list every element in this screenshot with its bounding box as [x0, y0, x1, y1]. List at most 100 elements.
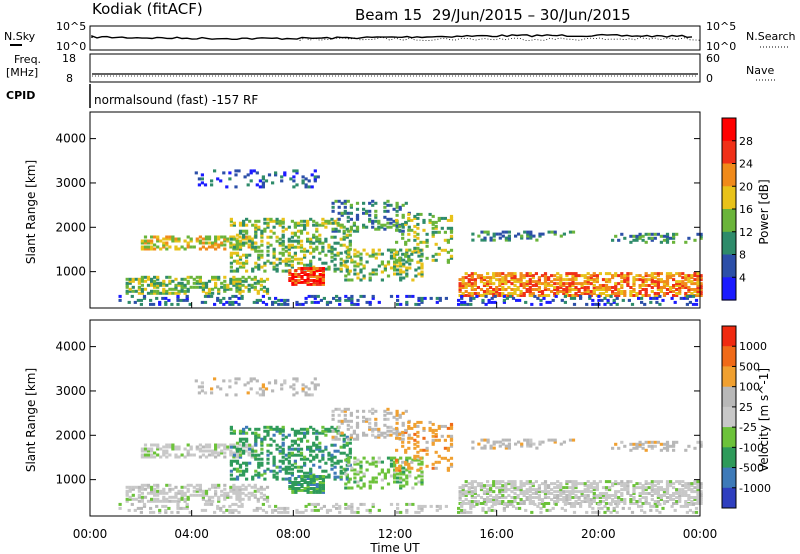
- heatmap-cell: [309, 263, 313, 267]
- heatmap-cell: [318, 431, 322, 435]
- heatmap-cell: [440, 456, 444, 460]
- heatmap-cell: [393, 476, 397, 480]
- heatmap-cell: [235, 447, 240, 451]
- heatmap-cell: [343, 413, 347, 417]
- heatmap-cell: [556, 276, 560, 280]
- heatmap-cell: [229, 281, 233, 285]
- heatmap-cell: [621, 506, 625, 510]
- heatmap-cell: [288, 481, 292, 484]
- heatmap-cell: [355, 213, 360, 217]
- heatmap-cell: [434, 224, 438, 228]
- heatmap-cell: [515, 298, 519, 302]
- heatmap-cell: [241, 497, 245, 501]
- heatmap-cell: [405, 248, 409, 252]
- heatmap-cell: [167, 506, 171, 510]
- heatmap-cell: [428, 220, 432, 224]
- heatmap-cell: [525, 496, 529, 499]
- heatmap-cell: [300, 483, 304, 486]
- heatmap-cell: [260, 441, 264, 445]
- heatmap-cell: [278, 257, 282, 261]
- heatmap-cell: [594, 510, 598, 514]
- heatmap-cell: [528, 482, 532, 486]
- heatmap-cell: [344, 264, 348, 268]
- heatmap-cell: [571, 482, 575, 486]
- heatmap-cell: [449, 218, 454, 222]
- heatmap-cell: [297, 483, 301, 486]
- heatmap-cell: [362, 201, 366, 205]
- heatmap-cell: [644, 292, 648, 295]
- heatmap-cell: [684, 448, 688, 452]
- heatmap-cell: [332, 504, 336, 508]
- heatmap-cell: [146, 491, 151, 495]
- heatmap-cell: [463, 300, 467, 304]
- heatmap-cell: [229, 443, 233, 447]
- heatmap-cell: [161, 296, 165, 300]
- heatmap-cell: [678, 284, 682, 287]
- heatmap-cell: [656, 490, 660, 494]
- heatmap-cell: [520, 442, 524, 446]
- heatmap-cell: [579, 504, 583, 508]
- heatmap-cell: [405, 468, 409, 472]
- heatmap-cell: [405, 266, 409, 270]
- heatmap-cell: [529, 444, 533, 448]
- heatmap-cell: [437, 424, 441, 428]
- heatmap-cell: [623, 276, 627, 280]
- heatmap-cell: [242, 441, 246, 445]
- heatmap-cell: [289, 177, 293, 181]
- heatmap-cell: [192, 453, 196, 457]
- heatmap-cell: [315, 223, 319, 227]
- heatmap-cell: [186, 275, 190, 279]
- heatmap-cell: [662, 502, 667, 505]
- heatmap-cell: [207, 241, 212, 245]
- heatmap-cell: [253, 247, 257, 251]
- heatmap-cell: [295, 302, 299, 306]
- heatmap-cell: [303, 427, 307, 431]
- heatmap-cell: [174, 499, 178, 503]
- heatmap-cell: [562, 288, 566, 291]
- heatmap-cell: [626, 278, 630, 282]
- heatmap-cell: [229, 487, 233, 491]
- heatmap-cell: [313, 387, 317, 391]
- heatmap-cell: [238, 265, 243, 269]
- heatmap-cell: [165, 235, 169, 239]
- heatmap-cell: [229, 223, 233, 227]
- heatmap-cell: [389, 225, 393, 229]
- heatmap-cell: [404, 252, 408, 256]
- heatmap-cell: [411, 486, 415, 490]
- heatmap-cell: [460, 302, 464, 306]
- heatmap-cell: [201, 285, 205, 289]
- heatmap-cell: [133, 300, 137, 304]
- heatmap-cell: [535, 238, 539, 242]
- heatmap-cell: [265, 277, 270, 281]
- heatmap-cell: [647, 482, 651, 486]
- heatmap-cell: [684, 484, 688, 488]
- heatmap-cell: [306, 429, 310, 433]
- heatmap-cell: [446, 226, 450, 230]
- heatmap-cell: [255, 298, 259, 302]
- heatmap-cell: [338, 298, 342, 302]
- heatmap-cell: [389, 203, 393, 207]
- heatmap-cell: [525, 488, 529, 492]
- heatmap-cell: [146, 455, 151, 459]
- heatmap-cell: [586, 282, 590, 286]
- heatmap-cell: [321, 275, 325, 278]
- colorbar-swatch: [722, 487, 736, 509]
- y-tick-label: 2000: [55, 428, 86, 442]
- heatmap-cell: [407, 420, 411, 424]
- heatmap-cell: [395, 429, 399, 433]
- heatmap-cell: [389, 248, 394, 252]
- heatmap-cell: [153, 483, 157, 487]
- heatmap-cell: [659, 280, 663, 284]
- heatmap-cell: [489, 500, 493, 503]
- heatmap-cell: [272, 473, 276, 477]
- heatmap-cell: [380, 278, 384, 282]
- heatmap-cell: [688, 294, 692, 298]
- heatmap-cell: [250, 283, 254, 287]
- heatmap-cell: [482, 278, 487, 282]
- heatmap-cell: [318, 475, 322, 478]
- heatmap-cell: [693, 278, 697, 282]
- heatmap-cell: [318, 487, 322, 490]
- heatmap-cell: [380, 262, 384, 266]
- heatmap-cell: [281, 247, 285, 251]
- heatmap-cell: [449, 426, 454, 430]
